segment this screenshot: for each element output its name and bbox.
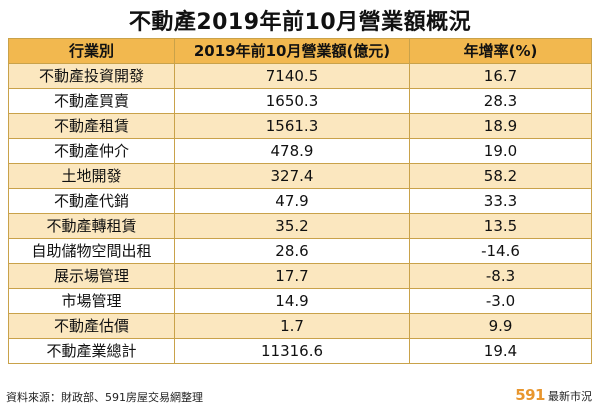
cell-growth: 18.9	[409, 113, 592, 139]
cell-growth: 33.3	[409, 188, 592, 214]
cell-revenue: 28.6	[174, 238, 410, 264]
cell-growth: -3.0	[409, 288, 592, 314]
table-row: 不動產轉租賃 35.2 13.5	[8, 213, 592, 239]
cell-industry: 市場管理	[8, 288, 175, 314]
cell-growth: -8.3	[409, 263, 592, 289]
cell-industry: 不動產仲介	[8, 138, 175, 164]
table-row: 土地開發 327.4 58.2	[8, 163, 592, 189]
cell-growth: 9.9	[409, 313, 592, 339]
cell-industry: 不動產代銷	[8, 188, 175, 214]
cell-growth: 58.2	[409, 163, 592, 189]
table-row: 市場管理 14.9 -3.0	[8, 288, 592, 314]
table-row: 不動產租賃 1561.3 18.9	[8, 113, 592, 139]
page-title: 不動產2019年前10月營業額概況	[128, 10, 472, 35]
cell-revenue: 1.7	[174, 313, 410, 339]
table-row: 展示場管理 17.7 -8.3	[8, 263, 592, 289]
brand-logo: 591 最新市況	[515, 386, 592, 404]
brand-number: 591	[515, 386, 545, 404]
header-industry: 行業別	[8, 38, 175, 64]
cell-revenue: 7140.5	[174, 63, 410, 89]
cell-industry: 展示場管理	[8, 263, 175, 289]
cell-industry: 不動產轉租賃	[8, 213, 175, 239]
cell-growth: 19.4	[409, 338, 592, 364]
table-row: 不動產投資開發 7140.5 16.7	[8, 63, 592, 89]
table-row: 不動產代銷 47.9 33.3	[8, 188, 592, 214]
cell-revenue: 35.2	[174, 213, 410, 239]
source-note: 資料來源：財政部、591房屋交易網整理	[6, 391, 203, 404]
cell-industry: 不動產租賃	[8, 113, 175, 139]
cell-industry: 土地開發	[8, 163, 175, 189]
cell-revenue: 1561.3	[174, 113, 410, 139]
brand-text: 最新市況	[548, 390, 592, 403]
header-growth: 年增率(%)	[409, 38, 592, 64]
header-revenue: 2019年前10月營業額(億元)	[174, 38, 410, 64]
cell-growth: -14.6	[409, 238, 592, 264]
table-header-row: 行業別 2019年前10月營業額(億元) 年增率(%)	[8, 38, 592, 64]
cell-revenue: 14.9	[174, 288, 410, 314]
cell-growth: 19.0	[409, 138, 592, 164]
table-row: 不動產仲介 478.9 19.0	[8, 138, 592, 164]
revenue-table: 行業別 2019年前10月營業額(億元) 年增率(%) 不動產投資開發 7140.…	[8, 38, 592, 364]
table-body: 不動產投資開發 7140.5 16.7 不動產買賣 1650.3 28.3 不動產租賃 156…	[8, 63, 592, 364]
cell-industry: 不動產買賣	[8, 88, 175, 114]
cell-revenue: 1650.3	[174, 88, 410, 114]
cell-revenue: 327.4	[174, 163, 410, 189]
cell-industry: 自助儲物空間出租	[8, 238, 175, 264]
cell-growth: 13.5	[409, 213, 592, 239]
cell-growth: 28.3	[409, 88, 592, 114]
cell-industry: 不動產業總計	[8, 338, 175, 364]
cell-revenue: 47.9	[174, 188, 410, 214]
cell-industry: 不動產投資開發	[8, 63, 175, 89]
table-row: 不動產估價 1.7 9.9	[8, 313, 592, 339]
cell-revenue: 11316.6	[174, 338, 410, 364]
table-row: 自助儲物空間出租 28.6 -14.6	[8, 238, 592, 264]
table-row: 不動產業總計 11316.6 19.4	[8, 338, 592, 364]
cell-industry: 不動產估價	[8, 313, 175, 339]
cell-revenue: 17.7	[174, 263, 410, 289]
cell-growth: 16.7	[409, 63, 592, 89]
table-row: 不動產買賣 1650.3 28.3	[8, 88, 592, 114]
cell-revenue: 478.9	[174, 138, 410, 164]
